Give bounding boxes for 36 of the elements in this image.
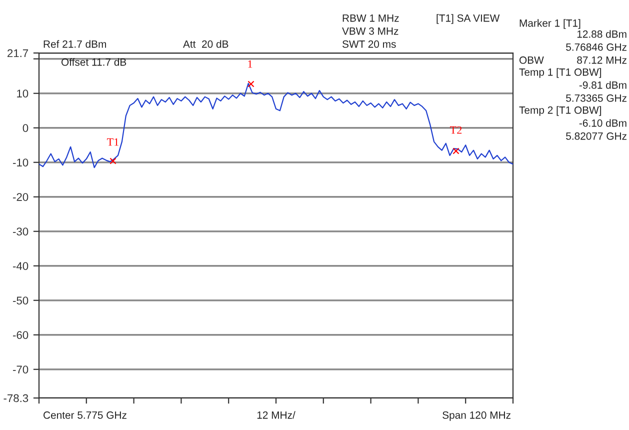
- text: Ref 21.7 dBm: [44, 40, 106, 48]
- text: 5.82077 GHz: [566, 132, 626, 140]
- text: OBW: [519, 56, 544, 64]
- y-tick-label: -20: [13, 193, 28, 201]
- text: Att 20 dB: [183, 40, 228, 48]
- y-tick-label: -60: [13, 331, 28, 339]
- text: -9.81 dBm: [579, 81, 626, 89]
- y-tick-label: 21.7: [8, 49, 28, 58]
- text: [T1] SA VIEW: [436, 14, 500, 24]
- text: RBW 1 MHz: [342, 14, 399, 22]
- text: Center 5.775 GHz: [44, 411, 126, 419]
- y-tick-label: 10: [17, 90, 28, 98]
- line-series: [39, 82, 513, 168]
- text: 12 MHz/: [257, 411, 296, 419]
- y-tick-label: 0: [22, 124, 28, 132]
- text: 5.76846 GHz: [566, 43, 626, 51]
- text: Temp 1 [T1 OBW]: [519, 68, 602, 78]
- y-tick-label: -30: [13, 228, 28, 236]
- y-tick-label: -70: [13, 366, 28, 374]
- text: SWT 20 ms: [342, 40, 396, 48]
- y-tick-label: -78.3: [4, 394, 28, 402]
- annotation: Offset 11.7 dB: [61, 58, 126, 66]
- text: 12.88 dBm: [577, 30, 626, 38]
- annotation: T1: [107, 138, 119, 146]
- text: 87.12 MHz: [577, 56, 626, 64]
- text: Temp 2 [T1 OBW]: [519, 106, 602, 116]
- annotation: T2: [450, 126, 462, 134]
- y-tick-label: -50: [13, 296, 28, 304]
- y-tick-label: -40: [13, 262, 28, 270]
- text: VBW 3 MHz: [342, 27, 398, 35]
- annotation: 1: [248, 60, 252, 68]
- y-tick-label: -10: [13, 158, 28, 166]
- text: 5.73365 GHz: [566, 94, 626, 102]
- text: Span 120 MHz: [442, 411, 510, 421]
- text: Marker 1 [T1]: [520, 19, 580, 29]
- text: -6.10 dBm: [579, 119, 626, 127]
